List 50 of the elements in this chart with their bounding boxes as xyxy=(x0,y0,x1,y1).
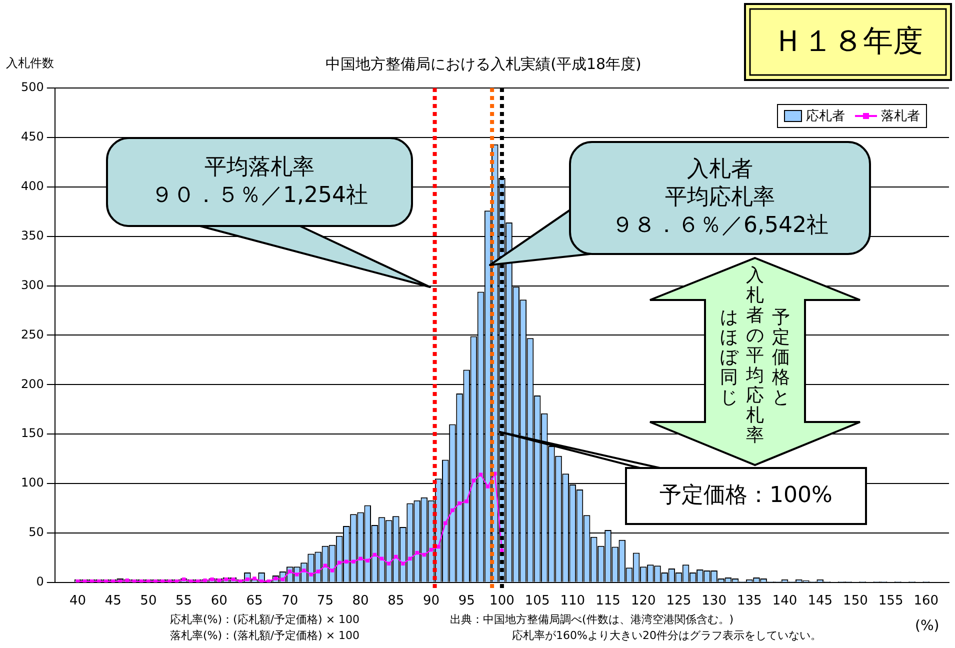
x-tick-label: 40 xyxy=(69,594,86,609)
y-tick-label: 500 xyxy=(21,80,44,94)
x-tick-label: 120 xyxy=(630,594,656,609)
source-note: 出典：中国地方整備局調べ(件数は、港湾空港関係含む。) xyxy=(450,612,734,627)
annotation: 予定価格：100% xyxy=(660,482,832,510)
text: 応札率が160%より大きい20件分はグラフ表示をしていない。 xyxy=(512,628,822,643)
x-tick-label: 70 xyxy=(282,594,298,609)
text: Ｈ１８年度 xyxy=(773,24,923,59)
x-tick-label: 115 xyxy=(596,594,620,609)
x-tick-label: 60 xyxy=(210,594,228,609)
x-tick-label: 95 xyxy=(458,594,475,609)
x-tick-label: 50 xyxy=(140,594,157,609)
chart-title: 中国地方整備局における入札実績(平成18年度) xyxy=(326,54,642,73)
annotation: 入札者平均応札率９８．６％／6,542社 xyxy=(612,156,828,240)
x-tick-label: 110 xyxy=(560,594,586,609)
x-tick-label: 75 xyxy=(316,594,334,609)
text: 落札率(%)：(落札額/予定価格) × 100 xyxy=(170,628,360,643)
y-tick-label: 450 xyxy=(21,130,44,144)
x-tick-label: 45 xyxy=(104,594,122,609)
x-tick-label: 145 xyxy=(808,594,833,609)
y-tick-label: 50 xyxy=(28,525,44,540)
text: 応札率(%)：(応札額/予定価格) × 100 xyxy=(170,612,360,627)
x-tick-label: 125 xyxy=(666,594,692,609)
x-tick-label: 65 xyxy=(246,594,263,609)
y-tick-label: 100 xyxy=(21,476,44,490)
y-tick-label: 200 xyxy=(21,376,44,391)
x-tick-label: 80 xyxy=(352,594,369,609)
y-tick-label: 350 xyxy=(21,228,44,242)
x-tick-label: 105 xyxy=(524,594,550,609)
x-tick-label: 140 xyxy=(772,594,798,609)
text: 予定価格と入札者の平均応札率はほぼ同じ xyxy=(720,265,790,446)
y-tick-label: 150 xyxy=(21,426,44,440)
legend-label: 落札者 xyxy=(881,108,920,125)
x-tick-label: 135 xyxy=(737,594,762,609)
x-tick-label: 100 xyxy=(490,594,514,609)
y-tick-label: 250 xyxy=(21,327,44,342)
x-tick-label: 150 xyxy=(843,594,868,609)
legend-label: 応札者 xyxy=(806,108,845,125)
y-tick-label: 300 xyxy=(21,278,44,292)
x-axis-title: (%) xyxy=(915,618,940,634)
x-tick-label: 130 xyxy=(702,594,726,609)
x-tick-label: 90 xyxy=(422,594,440,609)
x-tick-label: 160 xyxy=(914,594,939,609)
y-tick-label: 0 xyxy=(36,574,44,589)
x-tick-label: 85 xyxy=(388,594,404,609)
y-axis-title: 入札件数 xyxy=(6,55,54,72)
x-tick-label: 55 xyxy=(176,594,192,609)
x-tick-label: 155 xyxy=(878,594,904,609)
annotation: 平均落札率９０．５％／1,254社 xyxy=(151,154,368,210)
y-tick-label: 400 xyxy=(21,179,44,194)
